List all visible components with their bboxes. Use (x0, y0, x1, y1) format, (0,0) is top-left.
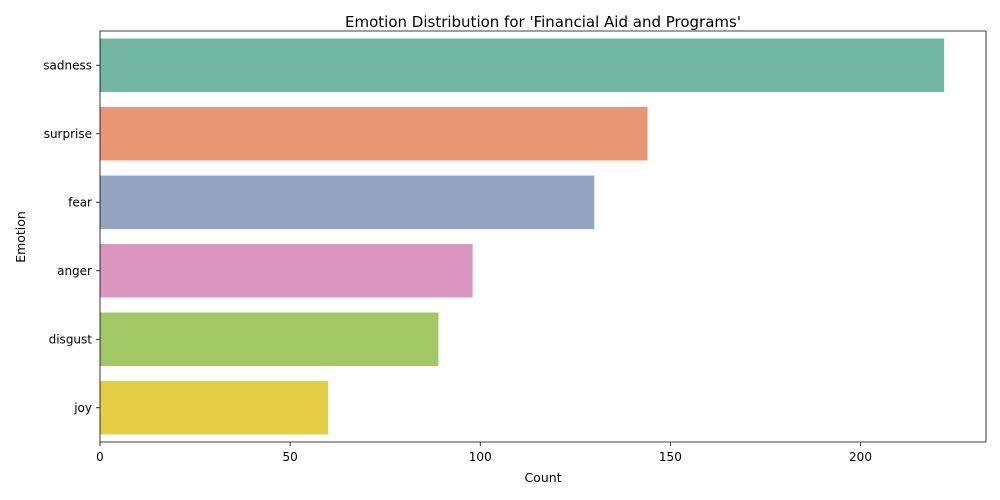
bars-group (100, 38, 945, 435)
y-tick-label-surprise: surprise (44, 127, 92, 141)
y-axis-label: Emotion (13, 211, 28, 263)
bar-sadness (100, 38, 945, 92)
x-tick-label-50: 50 (282, 450, 297, 464)
x-axis-label: Count (524, 470, 561, 485)
bar-surprise (100, 107, 648, 161)
y-tick-label-sadness: sadness (43, 58, 92, 72)
y-tick-label-joy: joy (73, 401, 92, 415)
bar-disgust (100, 312, 439, 366)
x-tick-label-150: 150 (659, 450, 682, 464)
x-tick-label-0: 0 (96, 450, 104, 464)
y-tick-label-anger: anger (57, 264, 92, 278)
bar-anger (100, 244, 473, 298)
x-tick-label-200: 200 (849, 450, 872, 464)
y-tick-label-fear: fear (68, 195, 92, 209)
bar-fear (100, 175, 595, 229)
plot-frame (99, 30, 987, 443)
y-tick-label-disgust: disgust (49, 332, 93, 346)
x-axis-ticks: 0 50 100 150 200 (96, 442, 872, 464)
y-axis-ticks: sadness surprise fear anger disgust joy (43, 58, 100, 415)
chart-title: Emotion Distribution for 'Financial Aid … (345, 13, 741, 31)
bar-joy (100, 381, 329, 435)
x-tick-label-100: 100 (469, 450, 492, 464)
